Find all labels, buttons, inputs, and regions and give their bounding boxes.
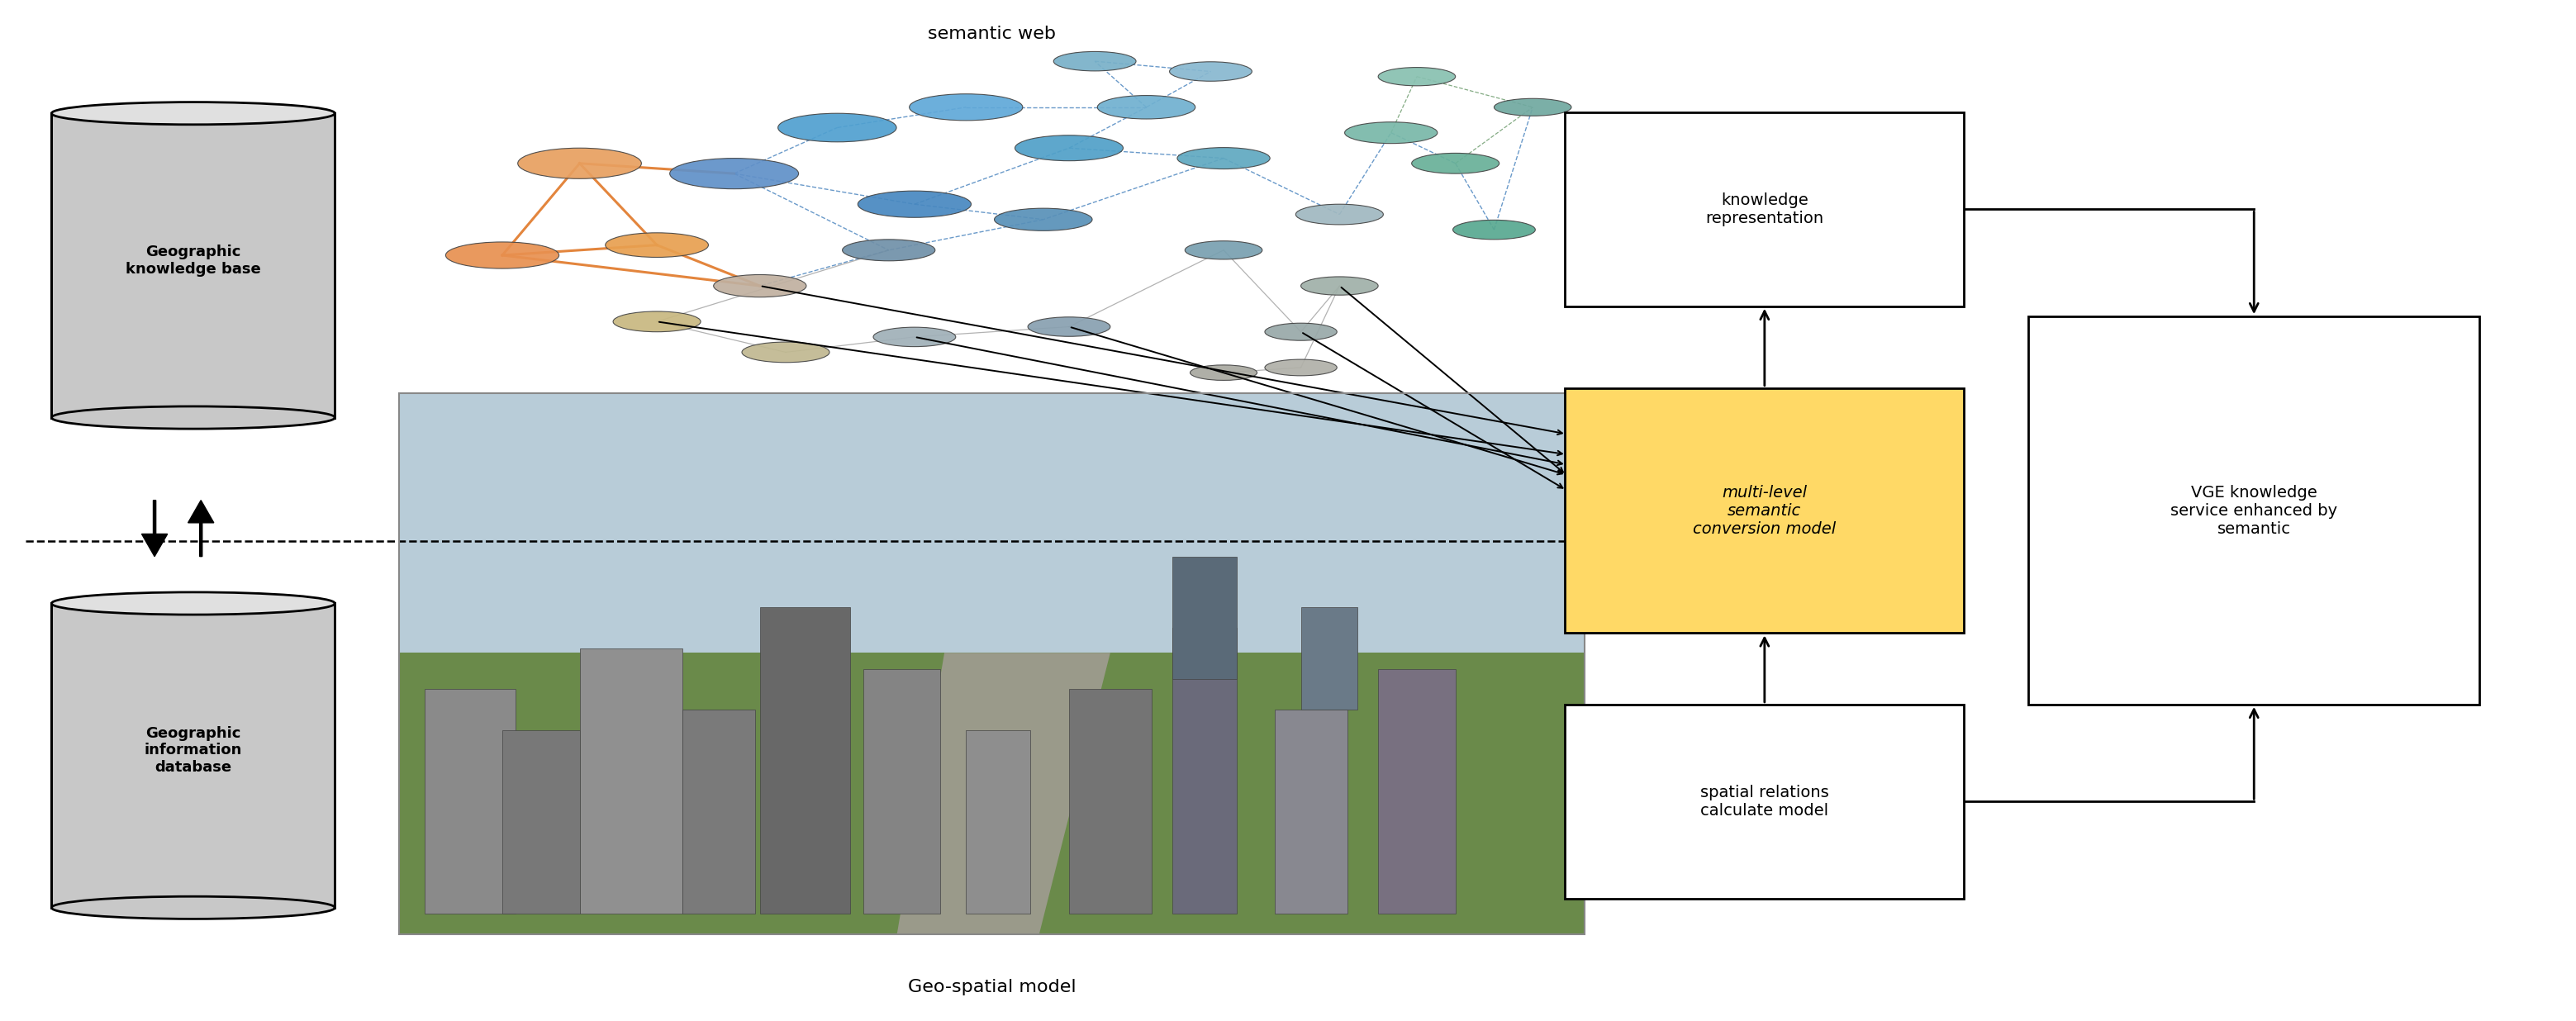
Bar (760, 607, 850, 914)
Ellipse shape (778, 113, 896, 142)
Ellipse shape (1453, 221, 1535, 240)
Bar (399, 393, 1584, 934)
Ellipse shape (1177, 147, 1270, 168)
Bar (1566, 388, 1965, 633)
Ellipse shape (1265, 359, 1337, 376)
Ellipse shape (613, 311, 701, 332)
Bar (1069, 689, 1151, 914)
Ellipse shape (1028, 317, 1110, 336)
Ellipse shape (670, 158, 799, 189)
Text: multi-level
semantic
conversion model: multi-level semantic conversion model (1692, 485, 1837, 536)
Bar (863, 669, 940, 914)
Bar (1566, 704, 1965, 898)
Ellipse shape (1170, 61, 1252, 81)
Ellipse shape (858, 191, 971, 217)
Bar (399, 393, 1584, 652)
Bar (1566, 112, 1965, 306)
Ellipse shape (52, 592, 335, 615)
Ellipse shape (1015, 135, 1123, 160)
Text: VGE knowledge
service enhanced by
semantic: VGE knowledge service enhanced by semant… (2172, 485, 2336, 536)
Ellipse shape (52, 102, 335, 125)
Ellipse shape (714, 275, 806, 297)
Ellipse shape (1296, 204, 1383, 225)
Text: knowledge
representation: knowledge representation (1705, 192, 1824, 227)
Ellipse shape (518, 148, 641, 179)
Text: Geo-spatial model: Geo-spatial model (907, 979, 1077, 995)
Ellipse shape (446, 242, 559, 269)
Ellipse shape (1185, 241, 1262, 259)
Text: Geographic
information
database: Geographic information database (144, 726, 242, 775)
Polygon shape (896, 652, 1110, 934)
Ellipse shape (1345, 121, 1437, 144)
Ellipse shape (1190, 364, 1257, 380)
FancyArrow shape (188, 500, 214, 556)
Ellipse shape (605, 233, 708, 257)
Ellipse shape (873, 327, 956, 346)
Bar (966, 730, 1030, 914)
Bar (2027, 317, 2478, 704)
Bar (580, 648, 683, 914)
FancyArrow shape (142, 500, 167, 556)
Ellipse shape (1097, 96, 1195, 118)
Bar (425, 689, 515, 914)
Ellipse shape (1378, 67, 1455, 86)
Bar (52, 603, 335, 908)
Ellipse shape (742, 342, 829, 362)
Bar (399, 652, 1584, 934)
Bar (1378, 669, 1455, 914)
Bar (502, 730, 580, 914)
Ellipse shape (1494, 98, 1571, 116)
Bar (1172, 628, 1236, 914)
Bar (1172, 556, 1236, 679)
Ellipse shape (1301, 277, 1378, 295)
Ellipse shape (52, 406, 335, 429)
Text: Geographic
knowledge base: Geographic knowledge base (126, 244, 260, 277)
Ellipse shape (842, 240, 935, 260)
Bar (683, 710, 755, 914)
Text: spatial relations
calculate model: spatial relations calculate model (1700, 784, 1829, 819)
Ellipse shape (1054, 52, 1136, 71)
Bar (1275, 710, 1347, 914)
Ellipse shape (994, 208, 1092, 231)
Ellipse shape (1412, 153, 1499, 174)
Text: semantic web: semantic web (927, 26, 1056, 42)
Bar (1301, 607, 1358, 710)
Ellipse shape (909, 94, 1023, 120)
Bar (52, 113, 335, 418)
Ellipse shape (52, 896, 335, 919)
Ellipse shape (1265, 323, 1337, 340)
